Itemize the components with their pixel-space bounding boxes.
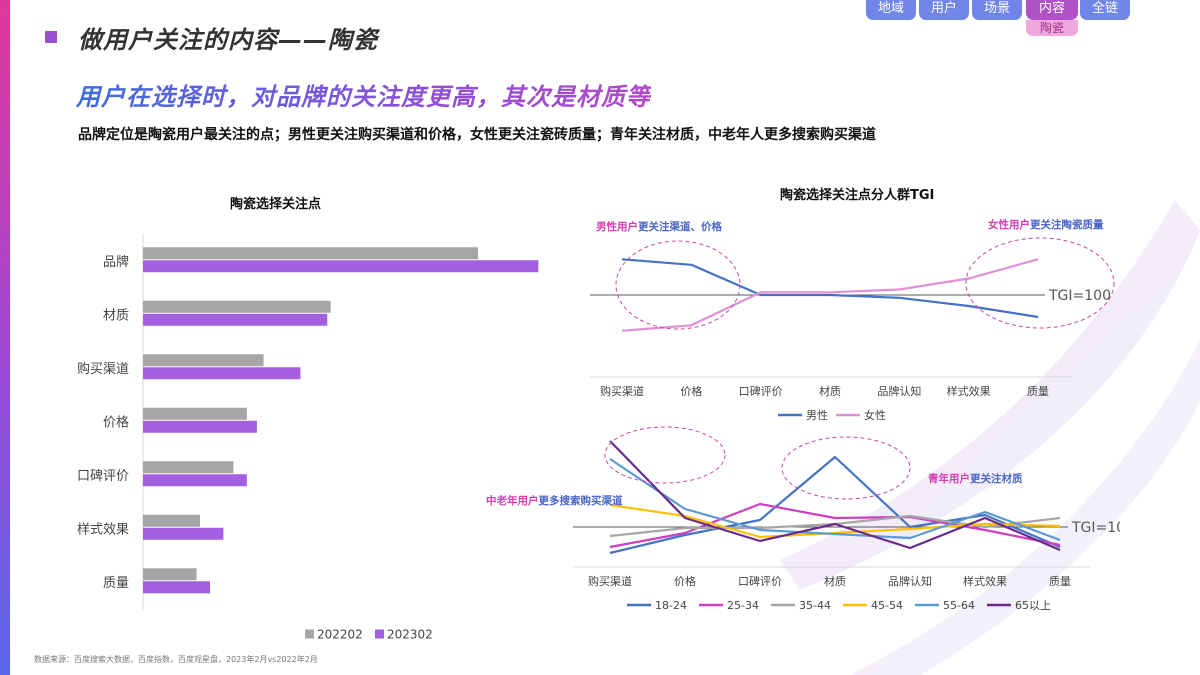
age-legend-label-0: 18-24 bbox=[655, 599, 687, 612]
gender-left-highlight-ellipse bbox=[615, 240, 741, 330]
gender-right-highlight-ellipse bbox=[965, 237, 1115, 329]
age-x-tick-2: 口碑评价 bbox=[738, 575, 782, 588]
age-tgi-chart: TGI=100 购买渠道 价格 口碑评价 材质 品牌认知 样式效果 质量 18-24 25-34 3… bbox=[486, 426, 1120, 612]
gender-annotation-female-part-1: 更关注陶瓷质量 bbox=[1030, 218, 1104, 231]
bar-202202-4 bbox=[143, 461, 234, 474]
age-line-18-24-0 bbox=[609, 455, 1061, 555]
age-line-65-5 bbox=[609, 440, 1061, 552]
age-middle-highlight-ellipse bbox=[781, 436, 911, 500]
bar-202202-5 bbox=[143, 514, 200, 527]
gender-x-tick-2: 口碑评价 bbox=[739, 385, 783, 398]
bar-202302-0 bbox=[143, 260, 539, 273]
bar-202202-1 bbox=[143, 300, 331, 313]
tab-user[interactable]: 用户 bbox=[919, 0, 969, 20]
bar-202302-5 bbox=[143, 527, 224, 540]
age-x-tick-1: 价格 bbox=[674, 574, 696, 588]
age-x-tick-0: 购买渠道 bbox=[588, 574, 632, 588]
bar-category-label: 口碑评价 bbox=[77, 468, 129, 484]
bar-202302-4 bbox=[143, 474, 247, 487]
age-legend-label-4: 55-64 bbox=[943, 599, 975, 612]
gender-annotation-male-part-1: 更关注渠道、价格 bbox=[638, 220, 722, 233]
age-line-25-34-1 bbox=[609, 502, 1061, 549]
age-annotation-youth-part-1: 更关注材质 bbox=[970, 472, 1023, 485]
bar-202202-2 bbox=[143, 354, 264, 367]
age-legend-label-1: 25-34 bbox=[727, 599, 759, 612]
age-annotation-youth: 青年用户更关注材质 bbox=[928, 472, 1023, 485]
gender-annotation-male: 男性用户更关注渠道、价格 bbox=[596, 220, 722, 233]
age-left-highlight-ellipse bbox=[604, 426, 726, 484]
age-annotation-senior: 中老年用户更多搜索购买渠道 bbox=[486, 494, 623, 507]
gender-x-tick-0: 购买渠道 bbox=[600, 384, 644, 398]
bar-202302-1 bbox=[143, 313, 328, 326]
bar-202202-6 bbox=[143, 568, 197, 581]
bar-202202-3 bbox=[143, 407, 247, 420]
gender-legend-label-0: 男性 bbox=[806, 408, 828, 422]
gender-chart-title: 陶瓷选择关注点分人群TGI bbox=[780, 188, 935, 203]
bar-202302-2 bbox=[143, 367, 301, 380]
gender-x-tick-3: 材质 bbox=[819, 384, 841, 398]
legend-label-202302: 202302 bbox=[387, 628, 433, 642]
legend-label-202202: 202202 bbox=[317, 628, 363, 642]
bar-category-label: 样式效果 bbox=[77, 522, 129, 537]
age-x-tick-6: 质量 bbox=[1049, 575, 1071, 588]
bar-202302-6 bbox=[143, 581, 210, 594]
age-reference-label: TGI=100 bbox=[1071, 520, 1120, 536]
gender-x-tick-1: 价格 bbox=[680, 384, 702, 398]
bar-chart-title: 陶瓷选择关注点 bbox=[230, 197, 322, 212]
tab-content[interactable]: 内容 bbox=[1026, 0, 1078, 20]
data-source: 数据来源：百度搜索大数据，百度指数，百度观星盘，2023年2月vs2022年2月 bbox=[34, 655, 318, 664]
tab-region[interactable]: 地域 bbox=[866, 0, 916, 20]
gender-legend-label-1: 女性 bbox=[864, 408, 886, 422]
gender-x-tick-6: 质量 bbox=[1027, 385, 1049, 398]
bar-category-label: 品牌 bbox=[103, 254, 129, 270]
age-annotation-senior-part-0: 中老年用户 bbox=[486, 494, 539, 507]
gender-line-x-1 bbox=[621, 258, 1039, 332]
age-legend-label-5: 65以上 bbox=[1015, 599, 1051, 612]
age-annotation-youth-part-0: 青年用户 bbox=[928, 472, 970, 485]
gender-line-x-0 bbox=[621, 258, 1039, 319]
page-subtitle: 用户在选择时，对品牌的关注度更高，其次是材质等 bbox=[76, 77, 651, 112]
gender-annotation-male-part-0: 男性用户 bbox=[596, 220, 638, 233]
age-x-tick-5: 样式效果 bbox=[963, 574, 1007, 588]
tab-content-sub[interactable]: 陶瓷 bbox=[1026, 20, 1078, 36]
page-description: 品牌定位是陶瓷用户最关注的点；男性更关注购买渠道和价格，女性更关注瓷砖质量；青年… bbox=[78, 127, 876, 143]
age-legend-label-2: 35-44 bbox=[799, 599, 831, 612]
bar-category-label: 购买渠道 bbox=[77, 361, 129, 377]
bar-category-label: 价格 bbox=[103, 414, 129, 430]
gender-annotation-female: 女性用户更关注陶瓷质量 bbox=[988, 218, 1104, 231]
gender-x-tick-5: 样式效果 bbox=[947, 384, 991, 398]
age-line-55-64-4 bbox=[609, 458, 1061, 542]
gender-x-tick-4: 品牌认知 bbox=[877, 384, 921, 398]
age-x-tick-4: 品牌认知 bbox=[888, 574, 932, 588]
left-accent-bar bbox=[0, 0, 10, 675]
bar-202302-3 bbox=[143, 420, 257, 433]
bar-category-label: 材质 bbox=[103, 308, 129, 323]
tab-full-chain[interactable]: 全链 bbox=[1080, 0, 1130, 20]
legend-swatch-202202 bbox=[305, 629, 314, 639]
gender-reference-label: TGI=100 bbox=[1048, 288, 1111, 304]
age-legend-label-3: 45-54 bbox=[871, 599, 903, 612]
bar-202202-0 bbox=[143, 247, 478, 260]
age-x-tick-3: 材质 bbox=[824, 574, 846, 588]
gender-annotation-female-part-0: 女性用户 bbox=[988, 218, 1030, 231]
title-bullet bbox=[45, 31, 57, 43]
tab-scene[interactable]: 场景 bbox=[972, 0, 1022, 20]
page-title: 做用户关注的内容——陶瓷 bbox=[78, 26, 378, 54]
legend-swatch-202302 bbox=[375, 629, 384, 639]
bar-category-label: 质量 bbox=[103, 576, 129, 591]
age-annotation-senior-part-1: 更多搜索购买渠道 bbox=[539, 494, 623, 507]
